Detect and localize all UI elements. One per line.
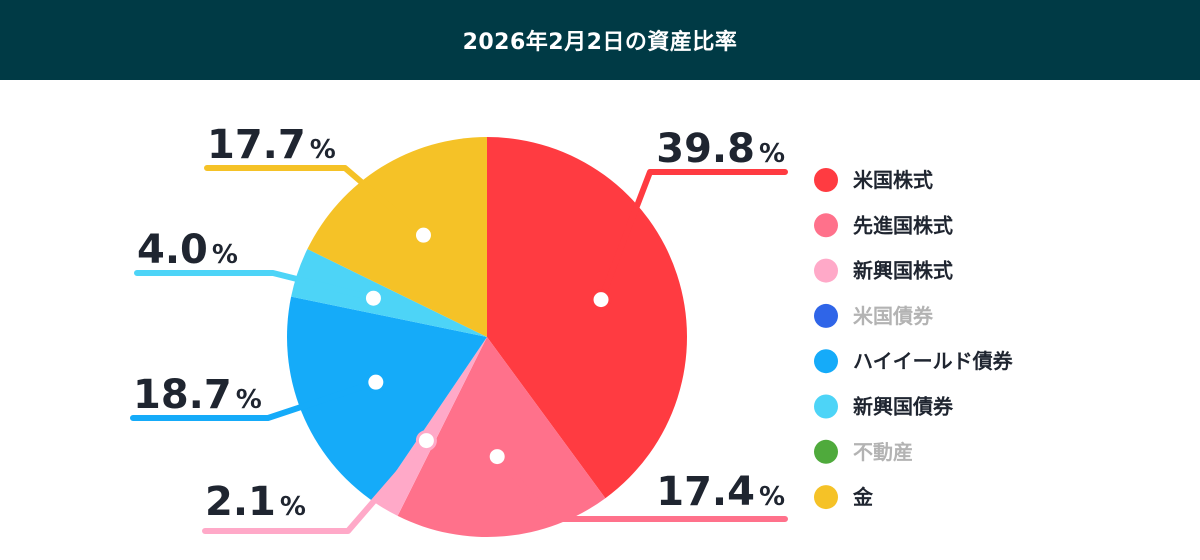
- callout-line: [130, 379, 379, 421]
- callout-dot: [412, 224, 434, 246]
- pie-slice: [307, 136, 487, 337]
- legend-label: 金: [852, 485, 874, 509]
- callout-dot: [486, 446, 508, 468]
- pie-slices: [286, 136, 687, 537]
- legend-label: 新興国株式: [853, 259, 953, 283]
- legend-label: 先進国株式: [853, 213, 953, 237]
- data-label: 17.7%: [207, 122, 336, 168]
- callout-line: [204, 165, 427, 239]
- legend-swatch: [814, 394, 838, 419]
- legend-swatch: [814, 485, 838, 510]
- callout-line: [134, 270, 377, 302]
- data-label: 2.1%: [205, 479, 306, 525]
- callout-dot: [590, 289, 612, 311]
- pie-slice: [286, 296, 487, 503]
- legend-swatch: [814, 439, 838, 464]
- data-label: 18.7%: [133, 372, 262, 418]
- legend-swatch: [814, 303, 838, 328]
- callout-dot: [362, 287, 384, 309]
- legend-swatch: [814, 168, 838, 192]
- legend-label: 米国債券: [853, 304, 934, 328]
- callout-dot: [415, 430, 437, 452]
- legend-label: 不動産: [853, 440, 913, 464]
- data-label: 4.0%: [137, 227, 238, 273]
- pie-slice: [487, 137, 687, 499]
- legend-item: 新興国債券: [814, 394, 954, 419]
- legend-item: 先進国株式: [814, 213, 953, 238]
- legend-item: ハイイールド債券: [814, 349, 1014, 374]
- legend-swatch: [814, 349, 838, 374]
- legend-item: 不動産: [814, 439, 913, 464]
- legend-label: 米国株式: [853, 168, 933, 192]
- chart-title: 2026年2月2日の資産比率: [462, 30, 738, 55]
- callout-dot: [365, 371, 387, 393]
- legend-item: 米国株式: [814, 168, 933, 192]
- pie-slice: [291, 249, 487, 337]
- chart-title-bar: 2026年2月2日の資産比率: [0, 0, 1200, 80]
- callout-line: [494, 453, 788, 522]
- legend-label: 新興国債券: [853, 395, 954, 419]
- legend-swatch: [814, 213, 838, 238]
- pie-callouts: 39.8 % 17.4 % 2.1 % 18.7 % 4.0 % 17.7%: [130, 122, 788, 534]
- data-label: 17.4%: [656, 469, 785, 515]
- legend-item: 新興国株式: [814, 258, 953, 283]
- legend-swatch: [814, 258, 838, 283]
- callout-line: [598, 169, 788, 303]
- legend-item: 金: [814, 485, 874, 510]
- callout-line: [202, 437, 430, 534]
- legend-label: ハイイールド債券: [853, 349, 1014, 373]
- legend-item: 米国債券: [814, 303, 934, 328]
- data-label: 39.8%: [656, 126, 785, 172]
- pie-slice: [397, 337, 606, 537]
